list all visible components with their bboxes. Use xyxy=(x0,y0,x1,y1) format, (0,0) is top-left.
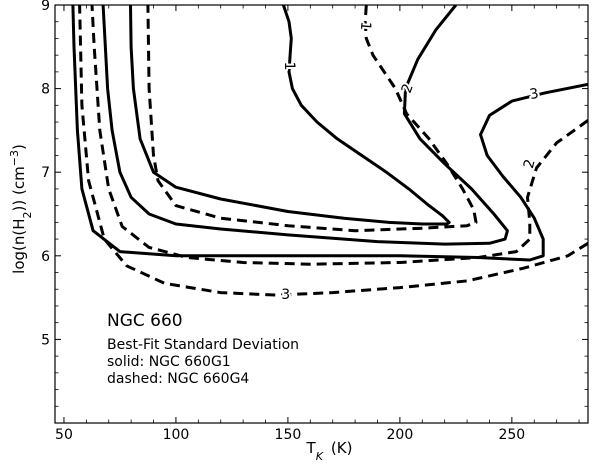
contour-line-solid-3 xyxy=(71,5,588,262)
annotation-title: NGC 660 xyxy=(107,311,183,331)
y-tick-label: 7 xyxy=(41,165,50,181)
contour-line-solid-2 xyxy=(101,5,509,246)
contour-line-dashed-1 xyxy=(146,5,478,233)
y-tick-label: 8 xyxy=(41,82,50,98)
x-tick-label: 250 xyxy=(498,427,525,443)
y-tick-label: 6 xyxy=(41,249,50,265)
plot-frame xyxy=(54,4,589,424)
contour-line-solid-1 xyxy=(129,5,451,226)
y-tick-label: 9 xyxy=(41,0,50,14)
annotation-line: solid: NGC 660G1 xyxy=(107,354,231,370)
contour-level-label: 2 xyxy=(521,157,539,170)
y-axis-label: log(n(H2)) (cm−3) xyxy=(8,144,34,274)
x-tick-label: 200 xyxy=(387,427,414,443)
x-tick-label: 100 xyxy=(163,427,190,443)
annotation-line: Best-Fit Standard Deviation xyxy=(107,337,299,353)
axis-ticks: 50 100 150 200 250 5 6 7 8 9 xyxy=(41,0,588,443)
x-tick-label: 150 xyxy=(275,427,302,443)
contour-level-label: 3 xyxy=(528,86,540,103)
annotation-block: NGC 660 Best-Fit Standard Deviation soli… xyxy=(107,311,299,387)
y-tick-label: 5 xyxy=(41,332,50,348)
x-tick-label: 50 xyxy=(55,427,73,443)
contour-level-label: 1 xyxy=(281,62,297,71)
contour-line-dashed-2 xyxy=(90,5,588,266)
contour-series-layer xyxy=(71,5,588,297)
contour-level-label: 1 xyxy=(357,21,374,31)
contour-level-label: 3 xyxy=(281,287,290,303)
x-axis-label: TK (K) xyxy=(306,439,353,463)
annotation-line: dashed: NGC 660G4 xyxy=(107,371,249,387)
